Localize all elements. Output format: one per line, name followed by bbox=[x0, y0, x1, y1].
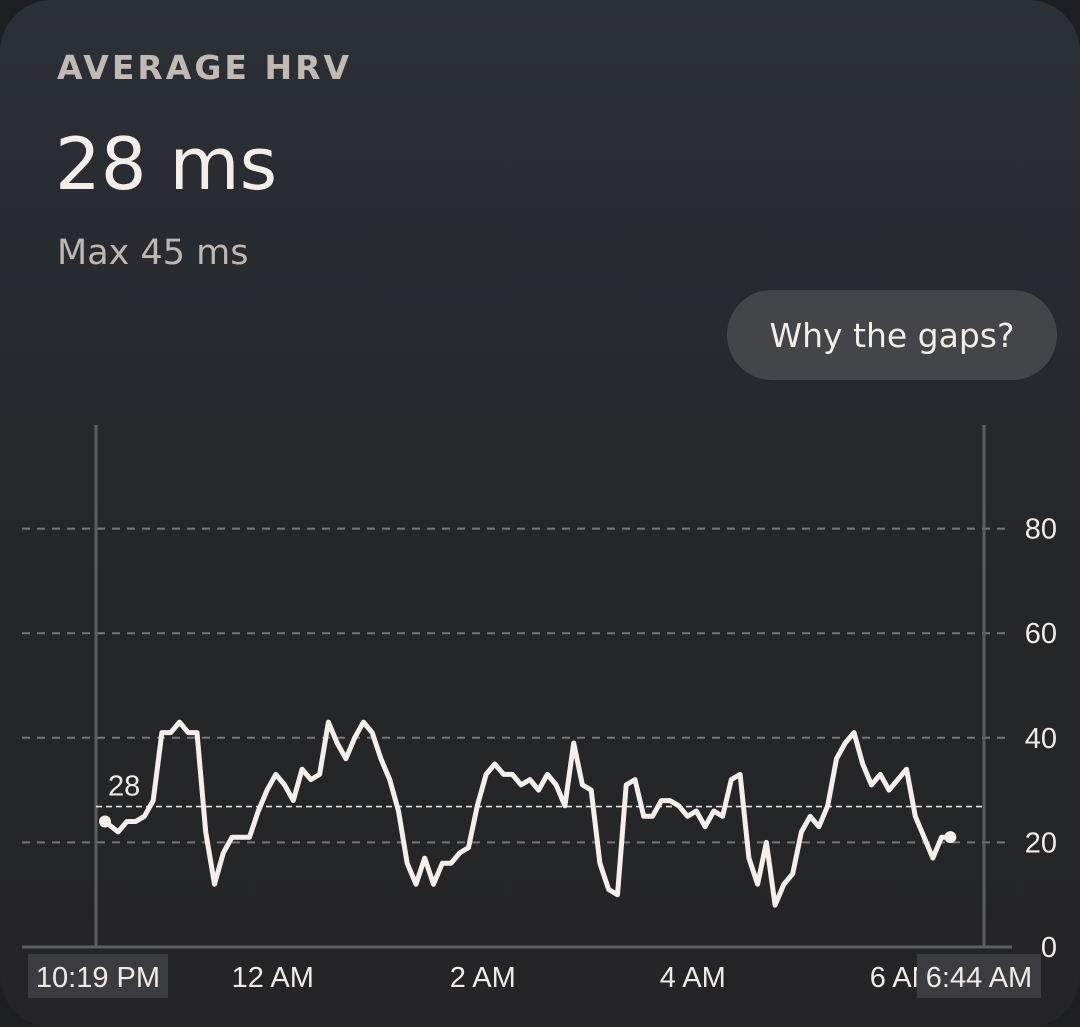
x-tick-label-3: 4 AM bbox=[660, 962, 726, 994]
y-tick-label-60: 60 bbox=[1025, 618, 1057, 650]
y-tick-label-0: 0 bbox=[1041, 932, 1057, 964]
max-value: Max 45 ms bbox=[57, 233, 249, 273]
x-tick-box-0 bbox=[28, 954, 168, 998]
x-tick-label-5: 6:44 AM bbox=[926, 962, 1032, 994]
card-title: AVERAGE HRV bbox=[57, 48, 353, 87]
series-start-marker bbox=[99, 815, 111, 828]
x-tick-label-0: 10:19 PM bbox=[36, 962, 160, 994]
average-label: 28 bbox=[108, 771, 140, 803]
x-tick-box-5 bbox=[917, 954, 1041, 998]
why-the-gaps-button[interactable]: Why the gaps? bbox=[727, 290, 1057, 380]
y-tick-label-80: 80 bbox=[1025, 514, 1057, 546]
x-tick-label-1: 12 AM bbox=[232, 962, 314, 994]
y-tick-label-40: 40 bbox=[1025, 723, 1057, 755]
x-tick-label-2: 2 AM bbox=[450, 962, 516, 994]
y-tick-label-20: 20 bbox=[1025, 827, 1057, 859]
average-value: 28 ms bbox=[55, 122, 278, 206]
hrv-series-line bbox=[102, 719, 953, 908]
series-end-marker bbox=[944, 831, 957, 844]
